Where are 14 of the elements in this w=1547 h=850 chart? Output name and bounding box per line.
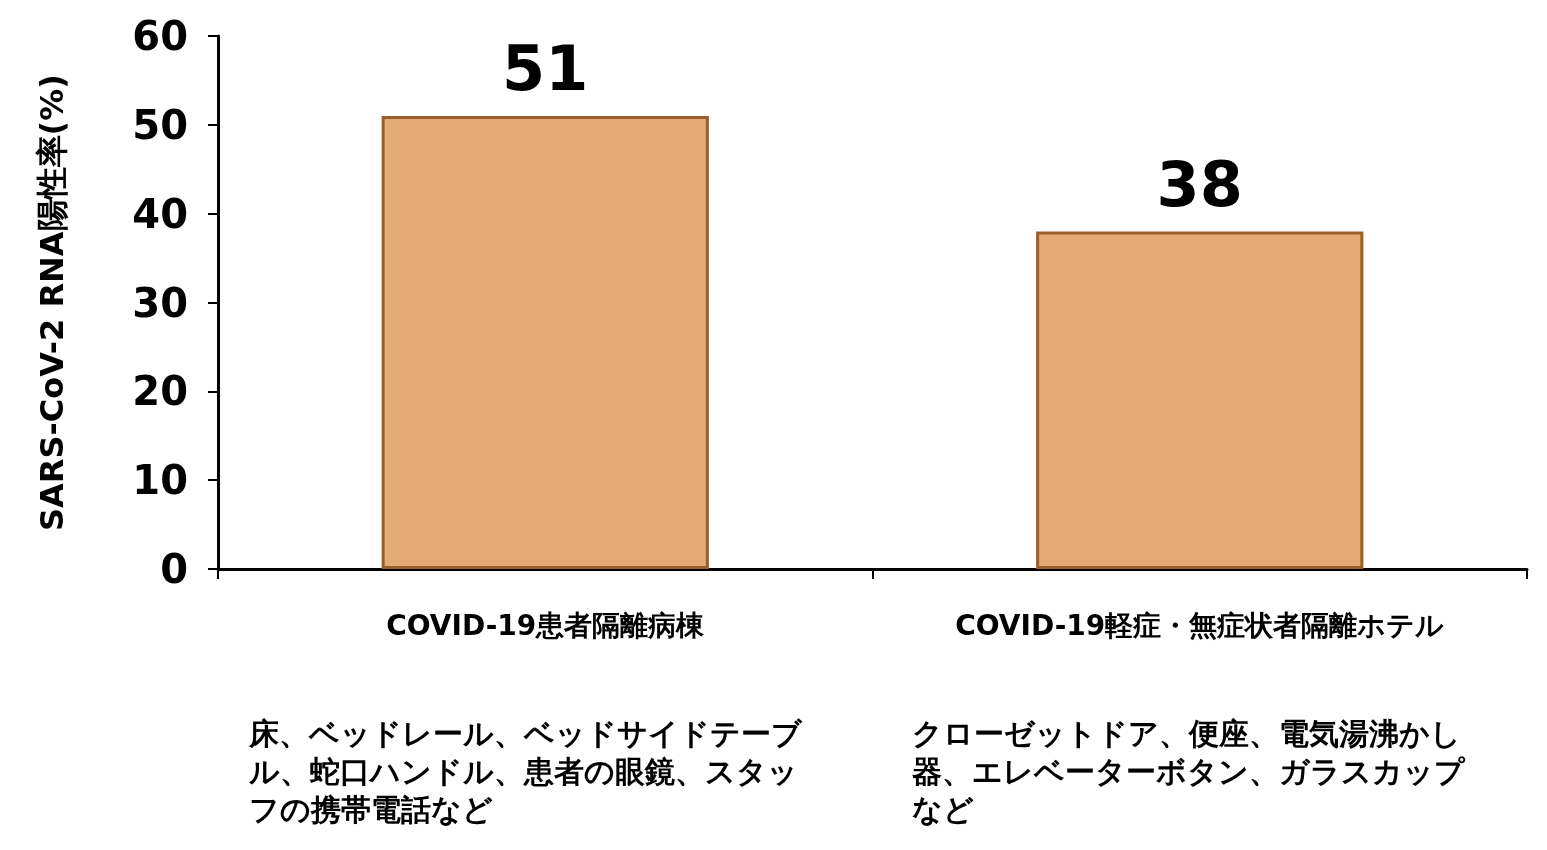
y-tick-label: 0 xyxy=(160,546,188,592)
text: 床、ベッドレール、ベッドサイドテーブル、蛇口ハンドル、患者の眼鏡、スタッフの携帯電話など xyxy=(248,716,804,826)
y-tick-label: 50 xyxy=(132,101,188,148)
y-tick-label: 20 xyxy=(132,368,188,415)
x-tick-label: COVID-19軽症・無症状者隔離ホテル xyxy=(955,608,1445,642)
x-tick-label: COVID-19患者隔離病棟 xyxy=(386,608,706,642)
data-label: 51 xyxy=(502,32,589,106)
y-tick-label: 60 xyxy=(132,13,188,59)
text: クローゼットドア、便座、電気湯沸かし器、エレベーターボタン、ガラスカップなど xyxy=(911,716,1466,826)
y-tick-label: 10 xyxy=(132,457,188,504)
y-axis-title: SARS-CoV-2 RNA陽性率(%) xyxy=(33,74,71,531)
data-label: 38 xyxy=(1156,147,1243,221)
y-tick-label: 30 xyxy=(132,279,188,326)
y-tick-label: 40 xyxy=(132,190,188,237)
